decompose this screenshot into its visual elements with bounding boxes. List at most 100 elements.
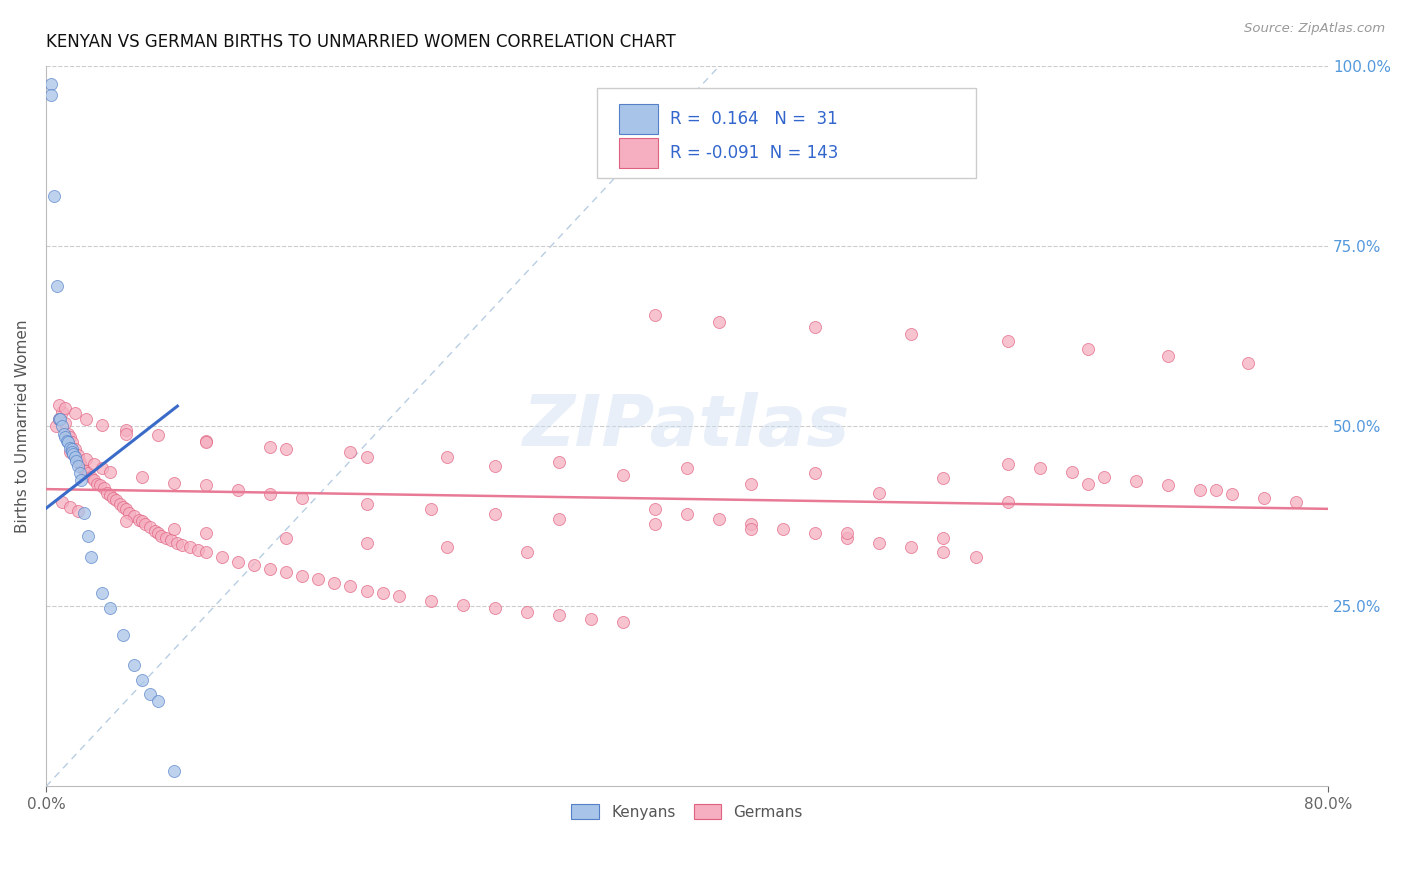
Point [356, 497, 378, 511]
Point [48, 412, 70, 426]
Point [146, 525, 169, 540]
Point [932, 545, 955, 559]
Point [53, 430, 76, 444]
Point [146, 428, 169, 442]
Point [163, 475, 186, 490]
Point [103, 491, 125, 506]
Point [75, 464, 97, 478]
Point [76, 466, 98, 480]
Text: Source: ZipAtlas.com: Source: ZipAtlas.com [1244, 22, 1385, 36]
Text: KENYAN VS GERMAN BIRTHS TO UNMARRIED WOMEN CORRELATION CHART: KENYAN VS GERMAN BIRTHS TO UNMARRIED WOM… [46, 33, 676, 51]
Point [115, 515, 138, 529]
Point [868, 536, 890, 550]
Point [115, 502, 138, 516]
Point [66, 451, 89, 466]
Point [740, 516, 762, 531]
Point [63, 442, 86, 457]
Point [58, 426, 80, 441]
Point [195, 545, 218, 559]
Point [70, 458, 93, 473]
Legend: Kenyans, Germans: Kenyans, Germans [565, 797, 808, 826]
Point [291, 569, 314, 583]
Point [356, 450, 378, 464]
FancyBboxPatch shape [598, 88, 976, 178]
Point [1237, 356, 1260, 370]
Point [1220, 487, 1243, 501]
Point [131, 470, 153, 484]
Point [226, 483, 249, 497]
Point [60, 435, 83, 450]
Point [98, 600, 121, 615]
Point [93, 481, 115, 495]
Point [339, 444, 361, 458]
Point [1157, 349, 1180, 363]
Point [150, 529, 173, 543]
Point [60, 444, 83, 458]
Point [965, 550, 987, 565]
Point [86, 477, 108, 491]
Point [195, 478, 218, 492]
Point [1125, 474, 1147, 488]
Point [484, 508, 506, 522]
Point [187, 543, 209, 558]
Point [172, 538, 194, 552]
Point [676, 461, 699, 475]
Point [259, 562, 281, 576]
Point [59, 500, 82, 514]
Point [91, 586, 114, 600]
Point [436, 541, 458, 555]
Point [612, 468, 634, 483]
Point [143, 524, 166, 538]
Point [66, 458, 89, 473]
Point [547, 511, 569, 525]
Point [63, 450, 86, 464]
Point [837, 525, 859, 540]
Point [48, 412, 70, 426]
Point [89, 478, 111, 492]
Point [115, 423, 138, 437]
Point [52, 426, 75, 441]
Text: ZIPatlas: ZIPatlas [523, 392, 851, 461]
Point [226, 555, 249, 569]
Point [259, 440, 281, 454]
Point [547, 608, 569, 623]
Point [111, 500, 134, 514]
Point [195, 435, 218, 450]
Bar [619, 103, 658, 134]
Point [1077, 477, 1099, 491]
Point [211, 550, 233, 565]
Point [276, 442, 298, 457]
Point [70, 474, 93, 488]
Point [80, 470, 103, 484]
Point [579, 612, 602, 626]
Point [65, 454, 87, 468]
Point [58, 435, 80, 450]
Point [91, 461, 114, 475]
Point [146, 694, 169, 708]
Point [339, 579, 361, 593]
Point [75, 412, 97, 426]
Point [56, 434, 79, 448]
Point [291, 491, 314, 506]
Point [63, 406, 86, 420]
Point [997, 334, 1019, 349]
Point [772, 522, 794, 536]
Point [419, 502, 441, 516]
Text: R =  0.164   N =  31: R = 0.164 N = 31 [671, 110, 838, 128]
Point [53, 401, 76, 416]
Point [356, 536, 378, 550]
Point [356, 583, 378, 598]
Point [155, 531, 177, 545]
Point [644, 502, 666, 516]
Point [259, 487, 281, 501]
Point [516, 545, 538, 559]
Point [39, 77, 62, 91]
Point [105, 492, 128, 507]
Point [45, 419, 67, 434]
Point [128, 513, 150, 527]
Point [707, 511, 730, 525]
Point [139, 687, 162, 701]
Point [484, 458, 506, 473]
Point [932, 471, 955, 485]
Point [108, 497, 131, 511]
